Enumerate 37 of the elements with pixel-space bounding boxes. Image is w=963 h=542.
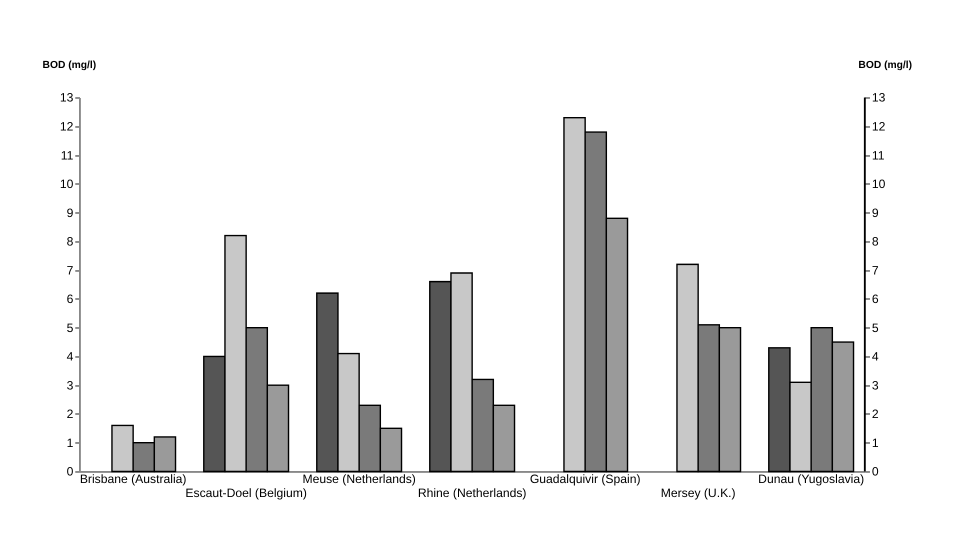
y2-tick-label: 7	[872, 263, 879, 278]
y-tick-label: 0	[66, 464, 74, 479]
x-tick-label: Guadalquivir (Spain)	[530, 472, 640, 486]
x-tick-label: Mersey (U.K.)	[660, 486, 736, 500]
y-axis-title: BOD (mg/l)	[42, 60, 96, 72]
y2-tick-label: 8	[872, 234, 879, 249]
y-tick-label: 2	[66, 407, 74, 422]
x-tick-label: Brisbane (Australia)	[80, 472, 186, 486]
y2-tick-label: 3	[872, 378, 879, 392]
x-tick-label: Rhine (Netherlands)	[418, 486, 526, 500]
x-tick-label: Dunau (Yugoslavia)	[758, 472, 864, 486]
y-tick-label: 8	[66, 234, 74, 249]
y2-axis-title: BOD (mg/l)	[858, 60, 912, 72]
x-tick-label: Escaut-Doel (Belgium)	[185, 486, 307, 500]
y2-tick-label: 6	[872, 292, 879, 306]
y-tick-label: 1	[66, 436, 74, 450]
y2-tick-label: 1	[872, 436, 879, 450]
y2-tick-label: 13	[872, 90, 886, 105]
y-tick-label: 6	[66, 292, 74, 306]
y2-tick-label: 2	[872, 407, 879, 422]
y2-tick-label: 11	[872, 148, 885, 162]
y-tick-label: 13	[60, 90, 74, 105]
y-tick-label: 9	[66, 206, 74, 220]
y-tick-label: 11	[60, 148, 74, 162]
y2-tick-label: 0	[872, 464, 879, 479]
x-tick-label: Meuse (Netherlands)	[302, 472, 416, 486]
y2-tick-label: 9	[872, 206, 879, 220]
y-tick-label: 5	[66, 320, 74, 335]
y-tick-label: 4	[66, 350, 74, 364]
y-tick-label: 7	[66, 263, 74, 278]
y2-tick-label: 10	[872, 177, 886, 192]
y2-tick-label: 12	[872, 119, 886, 134]
y-tick-label: 3	[66, 378, 74, 392]
y2-tick-label: 4	[872, 350, 879, 364]
y-tick-label: 12	[60, 119, 74, 134]
y2-tick-label: 5	[872, 320, 879, 335]
y-tick-label: 10	[60, 177, 74, 192]
